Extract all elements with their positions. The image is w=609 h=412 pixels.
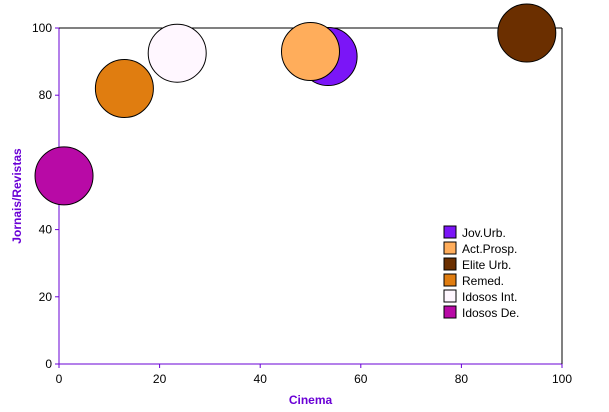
bubble-remed xyxy=(94,58,154,118)
legend-swatch-remed xyxy=(443,273,457,287)
legend-swatch-idosos-int xyxy=(443,289,457,303)
x-tick-label: 60 xyxy=(354,372,368,386)
bubble-elite-urb xyxy=(497,3,557,63)
x-axis-title: Cinema xyxy=(289,393,333,407)
x-tick-label: 20 xyxy=(153,372,167,386)
x-tick-label: 0 xyxy=(56,372,63,386)
y-tick-label: 20 xyxy=(39,290,53,304)
x-tick-label: 40 xyxy=(254,372,268,386)
x-tick-label: 100 xyxy=(552,372,572,386)
legend-label-remed: Remed. xyxy=(462,274,504,288)
legend-swatch-act-prosp xyxy=(443,241,457,255)
legend-label-idosos-int: Idosos Int. xyxy=(462,290,517,304)
bubble-act-prosp xyxy=(281,22,340,82)
y-tick-label: 80 xyxy=(39,88,53,102)
legend-swatch-idosos-de xyxy=(443,305,457,319)
legend-label-jov-urb: Jov.Urb. xyxy=(462,226,506,240)
legend-label-idosos-de: Idosos De. xyxy=(462,306,519,320)
bubble-idosos-int xyxy=(147,23,207,83)
bubble-idosos-de xyxy=(34,146,94,206)
y-tick-label: 0 xyxy=(45,357,52,371)
y-axis-title: Jornais/Revistas xyxy=(10,148,24,244)
x-axis-ticks: 0 20 40 60 80 100 xyxy=(56,364,572,386)
x-tick-label: 80 xyxy=(455,372,469,386)
bubble-series-group xyxy=(34,3,557,206)
legend-label-act-prosp: Act.Prosp. xyxy=(462,242,517,256)
y-tick-label: 100 xyxy=(32,21,52,35)
legend-swatch-elite-urb xyxy=(443,257,457,271)
y-tick-label: 40 xyxy=(39,223,53,237)
legend-label-elite-urb: Elite Urb. xyxy=(462,258,511,272)
legend-swatch-jov-urb xyxy=(443,225,457,239)
legend: Jov.Urb. Act.Prosp. Elite Urb. Remed. Idosos… xyxy=(443,225,519,320)
